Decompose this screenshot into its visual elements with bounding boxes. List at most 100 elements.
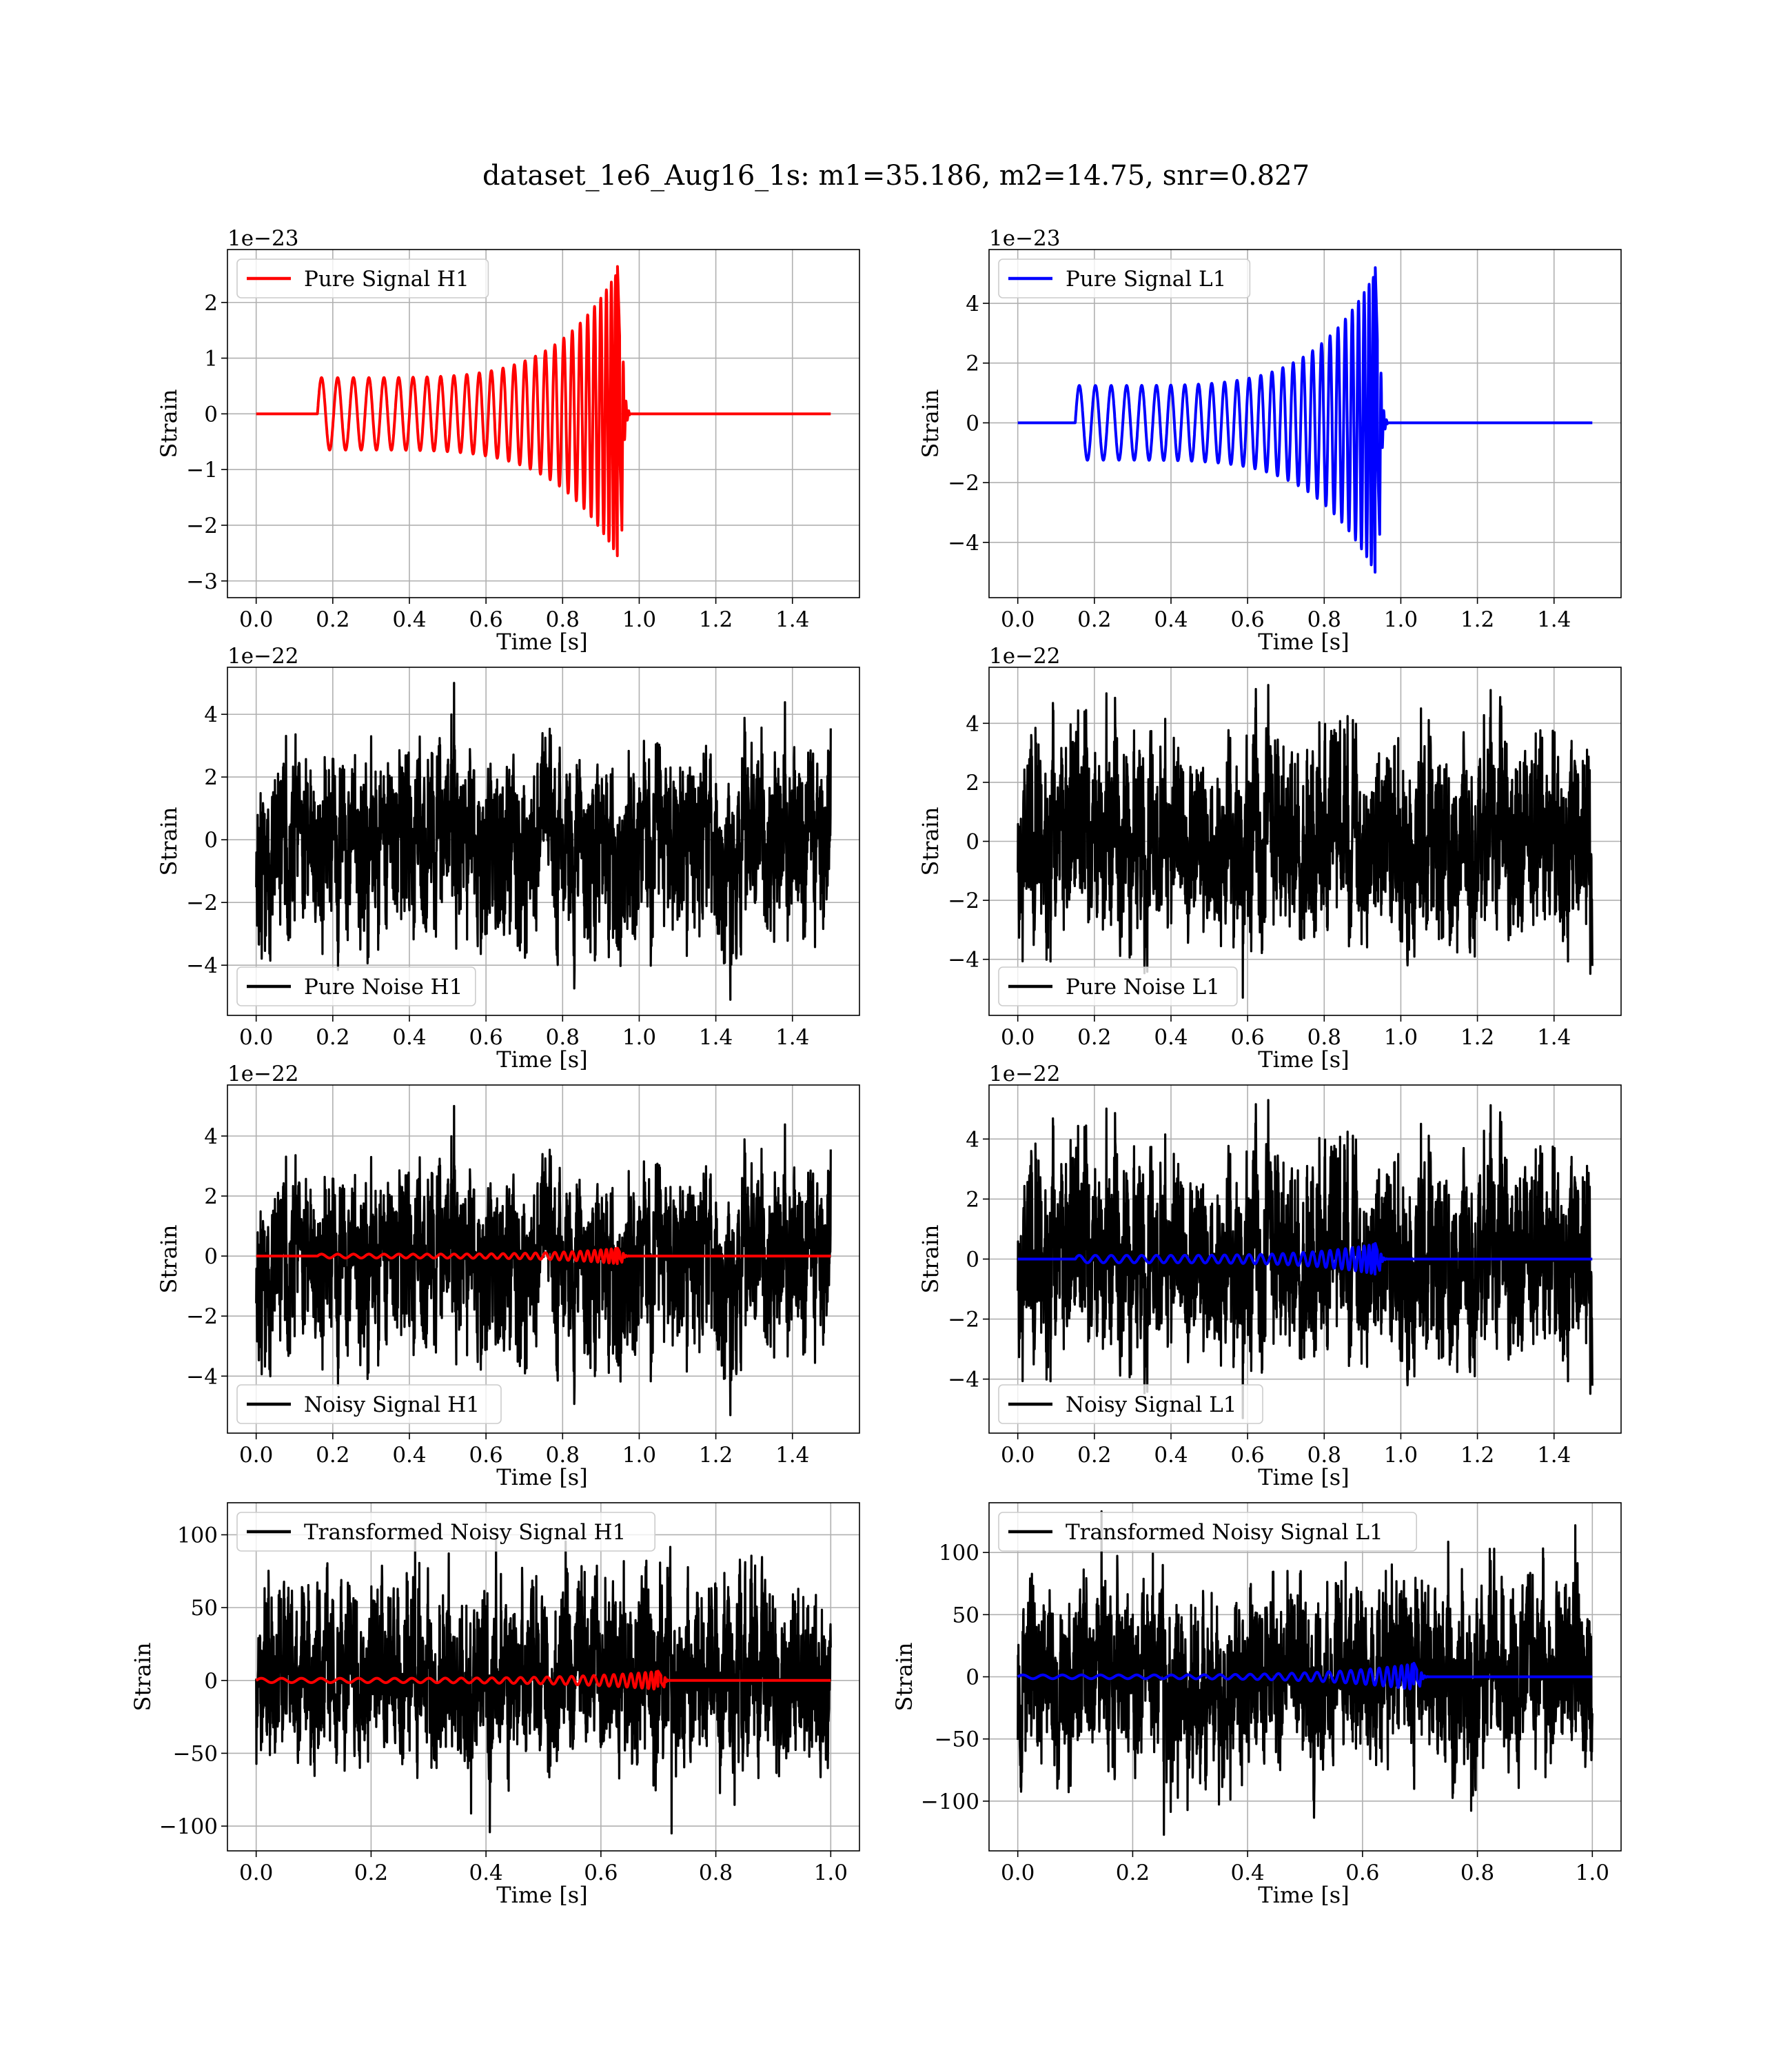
x-tick-label: 1.0 [622, 607, 656, 632]
legend-box [236, 258, 489, 298]
signal-trace [255, 265, 832, 558]
x-tick-label: 1.0 [622, 1443, 656, 1468]
x-tick-label: 0.4 [392, 1443, 426, 1468]
x-tick-label: 0.4 [1154, 1443, 1188, 1468]
legend-box [236, 1512, 656, 1552]
x-tick-label: 0.0 [1001, 1025, 1035, 1050]
y-tick-label: 2 [204, 1184, 218, 1209]
legend-label: Transformed Noisy Signal H1 [304, 1520, 626, 1545]
signal-trace [1017, 1241, 1594, 1276]
x-axis-label: Time [s] [496, 1882, 587, 1908]
offset-text: 1e−22 [227, 1062, 299, 1086]
x-tick-label: 1.0 [1384, 607, 1418, 632]
legend-label: Transformed Noisy Signal L1 [1066, 1520, 1383, 1545]
x-tick-label: 0.8 [1307, 1443, 1341, 1468]
x-axis-label: Time [s] [496, 1464, 587, 1490]
legend-label: Noisy Signal L1 [1066, 1392, 1237, 1417]
x-tick-label: 0.6 [584, 1861, 618, 1885]
legend-label: Pure Noise L1 [1066, 975, 1220, 1000]
panel-pure-signal-h1: 0.0 0.2 0.4 0.6 0.8 1.0 1.2 1.4 −3 −2 −1 0 1 2 Time [s… [156, 226, 860, 655]
x-axis-label: Time [s] [496, 1046, 587, 1073]
x-tick-label: 0.2 [354, 1861, 388, 1885]
series-group [255, 1533, 832, 1835]
x-tick-label: 1.0 [1576, 1861, 1609, 1885]
y-tick-label: −4 [948, 531, 979, 556]
x-tick-label: 0.0 [239, 1861, 273, 1885]
y-axis-label: Strain [156, 1225, 182, 1294]
y-tick-label: 0 [966, 830, 979, 855]
x-tick-label: 0.4 [469, 1861, 502, 1885]
x-tick-label: 0.6 [1230, 1443, 1264, 1468]
offset-text: 1e−22 [989, 1062, 1061, 1086]
noise-trace [255, 1104, 832, 1417]
y-tick-label: 0 [966, 1665, 979, 1690]
x-tick-label: 1.2 [699, 607, 733, 632]
y-tick-label: 50 [191, 1596, 218, 1621]
x-axis-label: Time [s] [1258, 629, 1349, 655]
signal-trace [255, 1670, 832, 1691]
offset-text: 1e−22 [227, 644, 299, 669]
y-axis-label: Strain [130, 1643, 156, 1712]
y-tick-label: 4 [204, 702, 218, 727]
x-tick-label: 0.6 [469, 1443, 502, 1468]
noise-trace [1017, 1510, 1594, 1836]
x-tick-label: 0.8 [699, 1861, 733, 1885]
figure-title: dataset_1e6_Aug16_1s: m1=35.186, m2=14.7… [482, 160, 1310, 192]
panel-noisy-signal-l1: 0.0 0.2 0.4 0.6 0.8 1.0 1.2 1.4 −4 −2 0 2 4 Time [s] S… [917, 1062, 1622, 1490]
series-group [1017, 1510, 1594, 1836]
x-tick-label: 0.0 [239, 1025, 273, 1050]
x-tick-label: 0.0 [239, 1443, 273, 1468]
x-tick-label: 0.8 [546, 607, 580, 632]
x-tick-label: 0.6 [1345, 1861, 1379, 1885]
panel-pure-signal-l1: 0.0 0.2 0.4 0.6 0.8 1.0 1.2 1.4 −4 −2 0 2 4 Time [s] S… [917, 226, 1622, 655]
panel-pure-noise-h1: 0.0 0.2 0.4 0.6 0.8 1.0 1.4 1.4 −4 −2 0 2 4 Time [s] S… [156, 644, 860, 1073]
x-tick-label: 0.8 [546, 1443, 580, 1468]
y-tick-label: 0 [204, 1669, 218, 1694]
x-tick-label: 1.4 [1537, 1443, 1571, 1468]
y-tick-label: 50 [953, 1603, 979, 1628]
panel-transformed-noisy-signal-l1: 0.0 0.2 0.4 0.6 0.8 1.0 −100 −50 0 50 100 Time [s] S… [891, 1502, 1622, 1908]
x-tick-label: 0.2 [1077, 1443, 1111, 1468]
y-axis-label: Strain [917, 1225, 944, 1294]
signal-trace [1017, 1661, 1594, 1691]
y-tick-label: −2 [948, 889, 979, 913]
x-tick-label: 0.2 [316, 1025, 349, 1050]
x-tick-label: 0.8 [1307, 1025, 1341, 1050]
y-axis-label: Strain [156, 807, 182, 876]
x-tick-label: 1.4 [1537, 1025, 1571, 1050]
x-tick-label: 0.2 [316, 607, 349, 632]
signal-trace [1017, 266, 1594, 574]
y-tick-label: 0 [204, 828, 218, 853]
y-axis-label: Strain [156, 389, 182, 458]
y-tick-label: −50 [173, 1741, 218, 1766]
legend-box [236, 1384, 502, 1424]
x-axis-label: Time [s] [1258, 1046, 1349, 1073]
x-tick-label: 0.8 [1307, 607, 1341, 632]
y-tick-label: −2 [186, 514, 218, 538]
x-tick-label: 0.6 [1230, 1025, 1264, 1050]
y-tick-label: −1 [186, 458, 218, 483]
x-tick-label: 1.4 [775, 1443, 809, 1468]
x-tick-label: 1.0 [814, 1861, 848, 1885]
x-tick-label: 0.4 [1154, 607, 1188, 632]
x-tick-label: 1.0 [622, 1025, 656, 1050]
x-tick-label: 0.6 [469, 607, 502, 632]
y-tick-label: 2 [966, 1187, 979, 1212]
y-tick-label: −2 [186, 891, 218, 915]
y-tick-label: −4 [186, 1364, 218, 1389]
x-tick-label: 1.2 [699, 1443, 733, 1468]
y-axis-label: Strain [917, 389, 944, 458]
x-tick-label: 0.4 [1154, 1025, 1188, 1050]
x-tick-label: 0.0 [1001, 1443, 1035, 1468]
legend-label: Pure Noise H1 [304, 975, 462, 1000]
legend-label: Pure Signal H1 [304, 267, 469, 292]
x-axis-label: Time [s] [1258, 1882, 1349, 1908]
legend-label: Pure Signal L1 [1066, 267, 1226, 292]
x-tick-label: 0.2 [1077, 607, 1111, 632]
legend-box [236, 966, 476, 1006]
x-tick-label: 1.4 [699, 1025, 733, 1050]
y-tick-label: −100 [921, 1790, 979, 1814]
axes-frame [227, 1084, 860, 1434]
legend-box [998, 258, 1251, 298]
